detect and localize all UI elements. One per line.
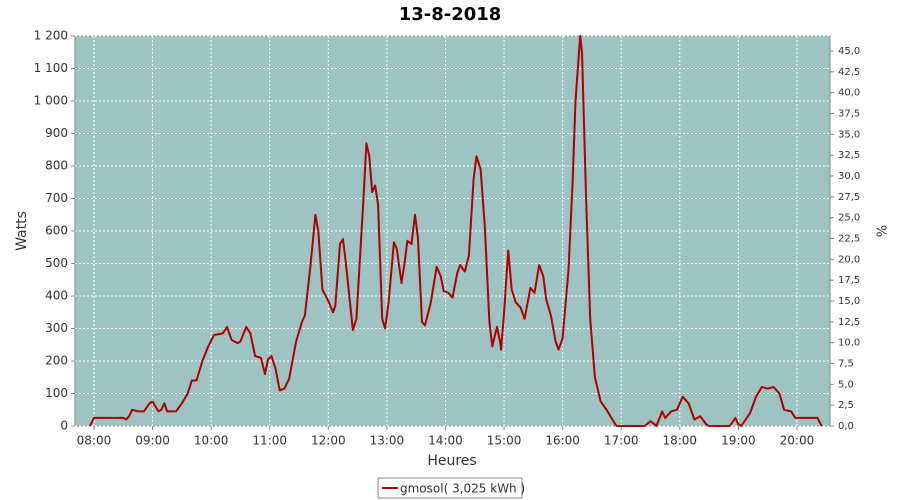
y2-tick-label: 7,5 [838,359,854,370]
y-tick-label: 0 [60,419,68,433]
y2-tick-label: 25,0 [838,213,860,224]
y2-tick-label: 5,0 [838,379,854,390]
y2-tick-label: 30,0 [838,171,860,182]
y2-tick-label: 32,5 [838,150,860,161]
y2-tick-label: 42,5 [838,67,860,78]
y2-tick-label: 10,0 [838,338,860,349]
x-tick-label: 12:00 [311,434,346,448]
y2-tick-label: 20,0 [838,254,860,265]
y-axis-label: Watts [14,211,30,251]
x-tick-label: 16:00 [545,434,580,448]
y-tick-label: 700 [45,191,68,205]
y2-tick-label: 37,5 [838,109,860,120]
x-tick-label: 17:00 [604,434,639,448]
x-tick-label: 14:00 [428,434,463,448]
y-tick-label: 900 [45,126,68,140]
y-tick-label: 100 [45,386,68,400]
y2-tick-label: 12,5 [838,317,860,328]
y-tick-label: 200 [45,354,68,368]
y2-tick-label: 2,5 [838,400,854,411]
y2-tick-label: 17,5 [838,275,860,286]
x-tick-label: 20:00 [780,434,815,448]
x-tick-label: 18:00 [662,434,697,448]
x-axis-label: Heures [427,453,476,469]
y-tick-label: 1 000 [34,94,68,108]
y-tick-label: 1 100 [34,61,68,75]
y2-tick-label: 35,0 [838,129,860,140]
y-tick-label: 600 [45,224,68,238]
y-tick-label: 400 [45,289,68,303]
x-tick-label: 15:00 [487,434,522,448]
y-tick-label: 500 [45,256,68,270]
y2-tick-label: 27,5 [838,192,860,203]
y-tick-label: 1 200 [34,29,68,43]
x-tick-label: 08:00 [77,434,112,448]
y-tick-label: 300 [45,321,68,335]
y2-tick-label: 45,0 [838,46,860,57]
y2-axis-label: % [873,225,888,237]
y2-tick-label: 22,5 [838,234,860,245]
x-tick-label: 19:00 [721,434,756,448]
y2-tick-label: 40,0 [838,88,860,99]
x-tick-label: 13:00 [370,434,405,448]
series-line [89,35,823,427]
legend [377,477,523,499]
y2-tick-label: 15,0 [838,296,860,307]
x-tick-label: 11:00 [252,434,287,448]
y2-tick-label: 0,0 [838,421,854,432]
x-tick-label: 09:00 [135,434,170,448]
y-tick-label: 800 [45,159,68,173]
chart-title: 13-8-2018 [399,4,502,25]
x-tick-label: 10:00 [194,434,229,448]
legend-label: gmosol( 3,025 kWh ) [400,482,525,496]
